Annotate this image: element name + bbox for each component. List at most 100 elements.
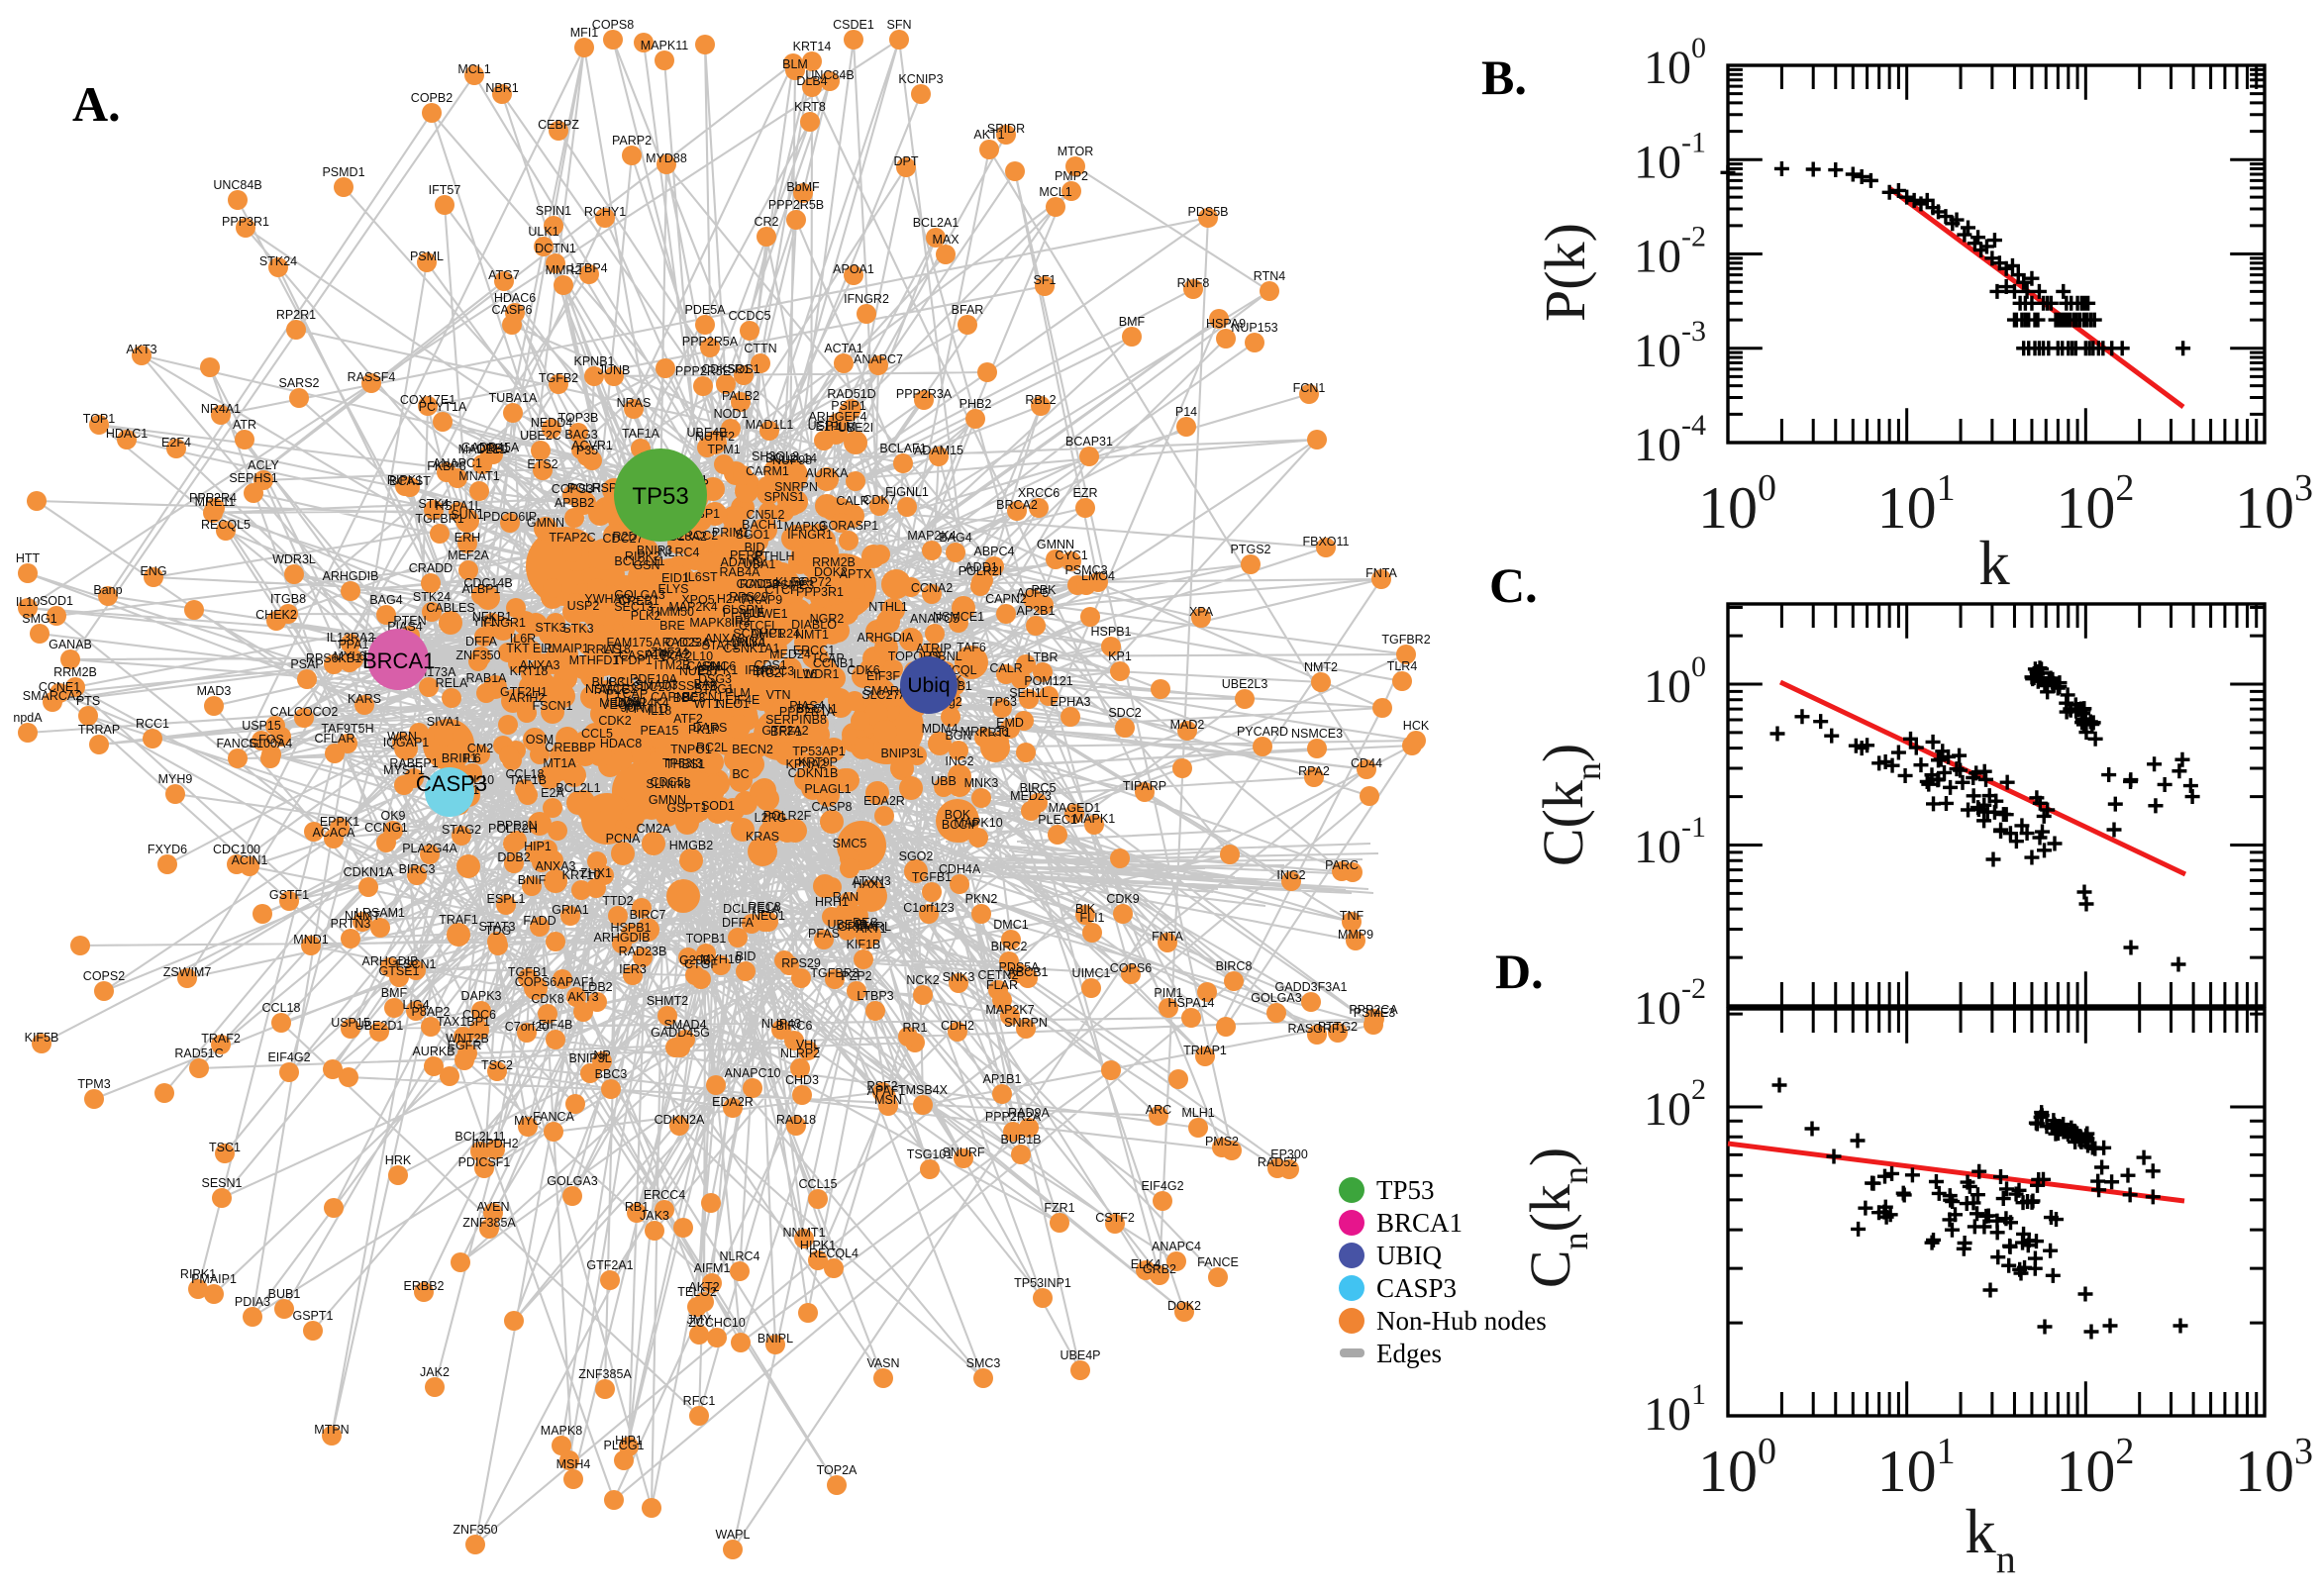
svg-text:MAP2K4: MAP2K4 xyxy=(668,600,717,614)
svg-text:SMAD3: SMAD3 xyxy=(635,678,677,692)
svg-text:CRADD: CRADD xyxy=(409,561,453,575)
svg-text:DDB1: DDB1 xyxy=(614,695,647,709)
svg-text:KPNA2: KPNA2 xyxy=(786,757,827,771)
svg-text:WDR3L: WDR3L xyxy=(272,552,316,566)
svg-text:GSN: GSN xyxy=(633,558,659,572)
svg-text:RAD18: RAD18 xyxy=(776,1113,816,1127)
svg-text:C.: C. xyxy=(1489,557,1538,613)
svg-text:CM2A: CM2A xyxy=(637,822,671,836)
svg-text:FBXO11: FBXO11 xyxy=(1302,535,1349,549)
svg-text:RNF8: RNF8 xyxy=(1177,276,1210,290)
svg-text:HRH1: HRH1 xyxy=(815,895,849,909)
svg-text:DFFA: DFFA xyxy=(722,916,755,930)
svg-text:CDKN1A: CDKN1A xyxy=(344,865,394,879)
svg-text:CDC5L: CDC5L xyxy=(651,775,691,789)
svg-text:TPM1: TPM1 xyxy=(707,443,740,456)
svg-text:FIGNL1: FIGNL1 xyxy=(885,485,929,499)
svg-text:FLI1: FLI1 xyxy=(1079,911,1104,925)
svg-text:ATRIP: ATRIP xyxy=(916,642,952,655)
svg-text:CCL3: CCL3 xyxy=(608,675,640,689)
svg-text:KRT14: KRT14 xyxy=(793,40,832,53)
svg-text:TGFB1: TGFB1 xyxy=(912,870,952,884)
svg-text:RRM2B: RRM2B xyxy=(812,555,856,569)
svg-text:ULK1: ULK1 xyxy=(528,225,558,239)
svg-text:RAD50: RAD50 xyxy=(740,577,779,591)
svg-text:TP53I3: TP53I3 xyxy=(662,756,702,770)
svg-text:CREB1: CREB1 xyxy=(618,594,659,608)
svg-text:RAD51D: RAD51D xyxy=(827,387,875,401)
svg-text:LIG4: LIG4 xyxy=(402,998,429,1012)
svg-text:PLK1: PLK1 xyxy=(737,636,767,649)
svg-text:DCLRE1A: DCLRE1A xyxy=(723,902,780,916)
svg-text:CLSPN: CLSPN xyxy=(722,603,763,617)
svg-text:BIRC6: BIRC6 xyxy=(776,1019,813,1033)
svg-text:STK24: STK24 xyxy=(413,590,451,604)
svg-text:ANXA3: ANXA3 xyxy=(520,658,560,672)
svg-text:Edges: Edges xyxy=(1376,1339,1442,1368)
svg-text:CDK2: CDK2 xyxy=(598,714,631,728)
svg-text:MAPK8: MAPK8 xyxy=(541,1424,582,1438)
svg-text:DPT: DPT xyxy=(894,154,919,168)
svg-text:ZCCHC10: ZCCHC10 xyxy=(688,1316,746,1330)
svg-text:SARS2: SARS2 xyxy=(279,376,320,390)
svg-text:MSN: MSN xyxy=(874,1093,902,1107)
svg-text:GMNN: GMNN xyxy=(649,793,686,807)
svg-text:RP2R1: RP2R1 xyxy=(276,308,316,322)
svg-text:SESN1: SESN1 xyxy=(202,1176,243,1190)
svg-text:CSDE1: CSDE1 xyxy=(833,18,874,32)
svg-text:HSPB1: HSPB1 xyxy=(1091,625,1132,639)
svg-text:R2D: R2D xyxy=(612,530,637,544)
svg-text:CDKN1B: CDKN1B xyxy=(788,766,839,780)
svg-text:MMP9: MMP9 xyxy=(1338,928,1373,942)
svg-text:GRIPARL: GRIPARL xyxy=(838,920,891,934)
svg-text:DES: DES xyxy=(853,916,878,930)
svg-text:NLRC4: NLRC4 xyxy=(659,546,700,559)
svg-text:NLRP2: NLRP2 xyxy=(780,1047,820,1060)
svg-text:NUP153: NUP153 xyxy=(1231,321,1277,335)
svg-text:JMY: JMY xyxy=(687,1313,713,1327)
svg-text:TOP1: TOP1 xyxy=(83,412,115,426)
svg-text:STK3: STK3 xyxy=(535,621,565,635)
svg-text:BECN2: BECN2 xyxy=(732,743,773,756)
svg-text:BIRC2: BIRC2 xyxy=(991,940,1028,953)
svg-text:PYCAP: PYCAP xyxy=(606,687,648,701)
svg-text:BID: BID xyxy=(736,949,757,963)
svg-text:Banp: Banp xyxy=(93,583,122,597)
svg-text:KPNB1: KPNB1 xyxy=(574,354,615,368)
svg-text:APAF1: APAF1 xyxy=(557,975,596,989)
svg-text:PDS5A: PDS5A xyxy=(999,960,1041,974)
svg-text:BMF: BMF xyxy=(381,986,408,1000)
svg-text:ZNF385A: ZNF385A xyxy=(578,1367,632,1381)
svg-text:IFNG: IFNG xyxy=(745,663,774,677)
svg-text:NGR2: NGR2 xyxy=(810,612,845,626)
svg-text:COPS6: COPS6 xyxy=(1110,961,1152,975)
svg-text:100: 100 xyxy=(1644,32,1706,94)
svg-text:ESPL1: ESPL1 xyxy=(487,892,526,906)
svg-text:10-1: 10-1 xyxy=(1634,811,1706,873)
svg-text:CAPN2: CAPN2 xyxy=(985,592,1027,606)
svg-text:RPA2: RPA2 xyxy=(1298,764,1330,778)
svg-text:DHCR24: DHCR24 xyxy=(751,627,800,641)
svg-text:BMF: BMF xyxy=(1119,315,1146,329)
svg-text:RIPK2: RIPK2 xyxy=(625,549,660,563)
svg-text:HUWE1: HUWE1 xyxy=(743,607,787,621)
svg-text:AP2B1: AP2B1 xyxy=(1017,604,1056,618)
svg-text:CDH4A: CDH4A xyxy=(939,862,981,876)
svg-text:ANXA3: ANXA3 xyxy=(536,859,576,873)
svg-text:CSNK1A1: CSNK1A1 xyxy=(724,642,780,655)
svg-text:NSMCE1: NSMCE1 xyxy=(933,610,984,624)
svg-text:IER3: IER3 xyxy=(619,962,647,976)
svg-text:ENG: ENG xyxy=(140,564,166,578)
svg-text:BUB1: BUB1 xyxy=(268,1287,301,1301)
svg-text:NR4A1: NR4A1 xyxy=(201,402,241,416)
svg-text:DMC1: DMC1 xyxy=(993,918,1028,932)
svg-text:SPIDR: SPIDR xyxy=(987,122,1025,136)
svg-text:SOD1: SOD1 xyxy=(40,594,73,608)
svg-text:PZP2: PZP2 xyxy=(841,969,871,983)
svg-text:EPPK1: EPPK1 xyxy=(698,663,738,677)
svg-text:ING2: ING2 xyxy=(1276,868,1305,882)
svg-text:ZNF24: ZNF24 xyxy=(651,646,688,659)
svg-text:BRCA1: BRCA1 xyxy=(1376,1208,1463,1238)
svg-text:IFNGR2: IFNGR2 xyxy=(844,292,889,306)
svg-text:MAD2L1: MAD2L1 xyxy=(458,443,507,456)
